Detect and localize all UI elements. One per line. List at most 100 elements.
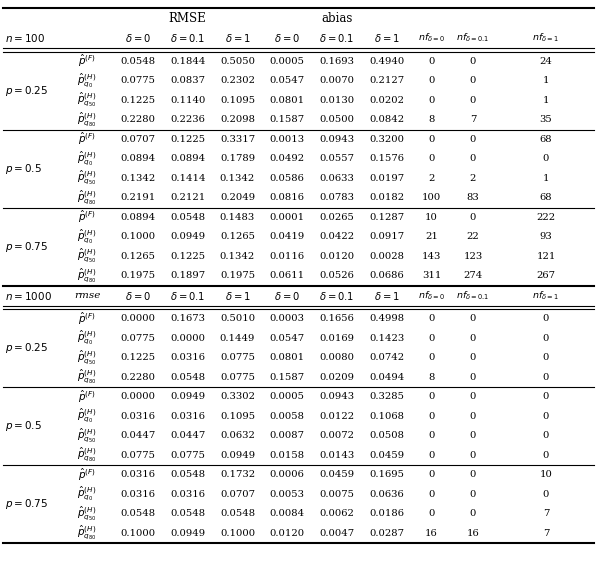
Text: 0.0894: 0.0894 <box>121 213 156 222</box>
Text: 0: 0 <box>470 470 476 479</box>
Text: $nf_{\delta=0.1}$: $nf_{\delta=0.1}$ <box>456 32 490 44</box>
Text: 0.0316: 0.0316 <box>121 470 155 479</box>
Text: 0.0742: 0.0742 <box>370 353 405 362</box>
Text: 0.0419: 0.0419 <box>269 232 304 241</box>
Text: $\hat{p}^{(H)}_{q_{80}}$: $\hat{p}^{(H)}_{q_{80}}$ <box>77 188 97 207</box>
Text: 0.0058: 0.0058 <box>269 412 304 421</box>
Text: $\hat{p}^{(H)}_{q_0}$: $\hat{p}^{(H)}_{q_0}$ <box>78 407 97 425</box>
Text: $p = 0.75$: $p = 0.75$ <box>5 239 48 253</box>
Text: 0.0028: 0.0028 <box>370 252 405 261</box>
Text: $p = 0.5$: $p = 0.5$ <box>5 419 42 433</box>
Text: 0.0547: 0.0547 <box>269 334 304 343</box>
Text: 0.0265: 0.0265 <box>319 213 355 222</box>
Text: 0: 0 <box>470 490 476 499</box>
Text: 0.3317: 0.3317 <box>220 135 255 144</box>
Text: 0.1656: 0.1656 <box>319 314 355 324</box>
Text: 0: 0 <box>428 96 435 105</box>
Text: 0.0447: 0.0447 <box>121 431 156 441</box>
Text: 0.0316: 0.0316 <box>121 490 155 499</box>
Text: 0.0586: 0.0586 <box>270 174 304 183</box>
Text: 0: 0 <box>428 76 435 85</box>
Text: 0.0707: 0.0707 <box>220 490 255 499</box>
Text: 35: 35 <box>540 115 552 124</box>
Text: 0.0447: 0.0447 <box>170 431 205 441</box>
Text: $\hat{p}^{(H)}_{q_{50}}$: $\hat{p}^{(H)}_{q_{50}}$ <box>77 91 97 109</box>
Text: 16: 16 <box>467 529 479 538</box>
Text: 0.0548: 0.0548 <box>170 510 205 518</box>
Text: 0.1342: 0.1342 <box>121 174 156 183</box>
Text: $\hat{p}^{(F)}$: $\hat{p}^{(F)}$ <box>78 53 96 70</box>
Text: 0.1095: 0.1095 <box>220 96 255 105</box>
Text: 0.0548: 0.0548 <box>170 213 205 222</box>
Text: 0.1287: 0.1287 <box>370 213 405 222</box>
Text: 0.1789: 0.1789 <box>220 154 255 163</box>
Text: 0.0005: 0.0005 <box>269 57 304 66</box>
Text: 0.1576: 0.1576 <box>370 154 405 163</box>
Text: 311: 311 <box>422 271 441 280</box>
Text: 68: 68 <box>540 135 552 144</box>
Text: 0.4998: 0.4998 <box>370 314 405 324</box>
Text: 7: 7 <box>470 115 476 124</box>
Text: 0: 0 <box>543 412 549 421</box>
Text: 0.1265: 0.1265 <box>121 252 155 261</box>
Text: $p = 0.75$: $p = 0.75$ <box>5 497 48 511</box>
Text: $\hat{p}^{(H)}_{q_{50}}$: $\hat{p}^{(H)}_{q_{50}}$ <box>77 504 97 523</box>
Text: $\delta = 1$: $\delta = 1$ <box>374 32 400 44</box>
Text: 0.0053: 0.0053 <box>269 490 304 499</box>
Text: 0.0894: 0.0894 <box>121 154 156 163</box>
Text: 0.0070: 0.0070 <box>319 76 355 85</box>
Text: $\delta = 1$: $\delta = 1$ <box>224 32 250 44</box>
Text: 0.2098: 0.2098 <box>220 115 255 124</box>
Text: 0.0005: 0.0005 <box>269 393 304 401</box>
Text: $\hat{p}^{(H)}_{q_{80}}$: $\hat{p}^{(H)}_{q_{80}}$ <box>77 267 97 285</box>
Text: 0.0000: 0.0000 <box>121 393 155 401</box>
Text: 0.0548: 0.0548 <box>121 510 156 518</box>
Text: 222: 222 <box>537 213 556 222</box>
Text: 100: 100 <box>422 193 441 202</box>
Text: 0: 0 <box>470 412 476 421</box>
Text: 0.0633: 0.0633 <box>319 174 355 183</box>
Text: 0: 0 <box>543 373 549 382</box>
Text: 0: 0 <box>428 393 435 401</box>
Text: $\hat{p}^{(H)}_{q_{50}}$: $\hat{p}^{(H)}_{q_{50}}$ <box>77 349 97 367</box>
Text: 8: 8 <box>428 373 435 382</box>
Text: 0.0186: 0.0186 <box>370 510 405 518</box>
Text: 0.0116: 0.0116 <box>269 252 304 261</box>
Text: 0.1975: 0.1975 <box>220 271 255 280</box>
Text: $\delta = 0.1$: $\delta = 0.1$ <box>170 290 206 301</box>
Text: 0.1414: 0.1414 <box>170 174 206 183</box>
Text: 0.0169: 0.0169 <box>319 334 355 343</box>
Text: 0.0087: 0.0087 <box>269 431 304 441</box>
Text: $\hat{p}^{(H)}_{q_{50}}$: $\hat{p}^{(H)}_{q_{50}}$ <box>77 169 97 187</box>
Text: 0.0287: 0.0287 <box>370 529 405 538</box>
Text: 0.0632: 0.0632 <box>220 431 255 441</box>
Text: 0.0949: 0.0949 <box>220 451 255 460</box>
Text: $\delta = 0$: $\delta = 0$ <box>125 290 151 301</box>
Text: 2: 2 <box>428 174 435 183</box>
Text: 0: 0 <box>428 470 435 479</box>
Text: 0.0775: 0.0775 <box>171 451 205 460</box>
Text: $\hat{p}^{(F)}$: $\hat{p}^{(F)}$ <box>78 209 96 225</box>
Text: 0.1095: 0.1095 <box>220 412 255 421</box>
Text: 0: 0 <box>543 393 549 401</box>
Text: $p = 0.25$: $p = 0.25$ <box>5 341 48 355</box>
Text: 0: 0 <box>428 334 435 343</box>
Text: 21: 21 <box>425 232 438 241</box>
Text: 267: 267 <box>537 271 555 280</box>
Text: 121: 121 <box>536 252 556 261</box>
Text: 0.3302: 0.3302 <box>220 393 255 401</box>
Text: 0.0316: 0.0316 <box>121 412 155 421</box>
Text: $\hat{p}^{(H)}_{q_0}$: $\hat{p}^{(H)}_{q_0}$ <box>78 150 97 168</box>
Text: 0.2302: 0.2302 <box>220 76 255 85</box>
Text: $n = 100$: $n = 100$ <box>5 32 45 44</box>
Text: $\hat{p}^{(H)}_{q_{80}}$: $\hat{p}^{(H)}_{q_{80}}$ <box>77 111 97 129</box>
Text: $nf_{\delta=0}$: $nf_{\delta=0}$ <box>418 32 445 44</box>
Text: 93: 93 <box>540 232 552 241</box>
Text: $nf_{\delta=1}$: $nf_{\delta=1}$ <box>533 289 559 302</box>
Text: 0.0837: 0.0837 <box>171 76 205 85</box>
Text: 0.0775: 0.0775 <box>121 334 155 343</box>
Text: 10: 10 <box>425 213 438 222</box>
Text: 0.0182: 0.0182 <box>370 193 405 202</box>
Text: 0.0686: 0.0686 <box>370 271 404 280</box>
Text: 16: 16 <box>425 529 438 538</box>
